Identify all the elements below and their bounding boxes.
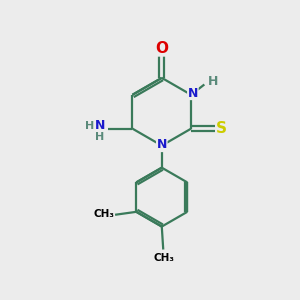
Text: CH₃: CH₃: [154, 253, 175, 263]
Text: H: H: [95, 133, 105, 142]
Text: N: N: [157, 139, 167, 152]
Text: O: O: [155, 41, 168, 56]
Text: S: S: [216, 121, 227, 136]
Text: N: N: [95, 119, 105, 132]
Text: H: H: [207, 75, 218, 88]
Text: CH₃: CH₃: [93, 209, 114, 219]
Text: H: H: [85, 121, 95, 131]
Text: N: N: [188, 86, 198, 100]
